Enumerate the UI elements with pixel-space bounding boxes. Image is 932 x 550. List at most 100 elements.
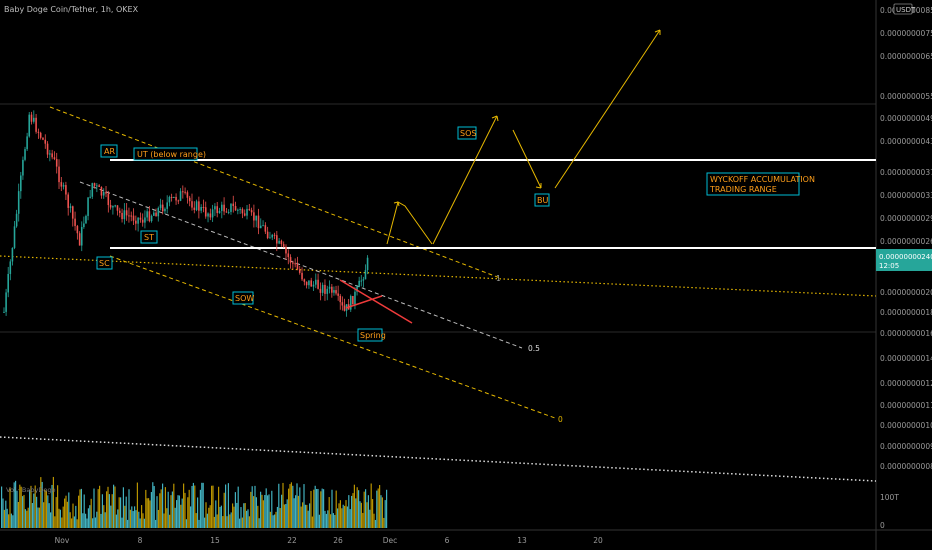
price-tick-label: 0.000000001010 xyxy=(880,421,932,430)
volume-bars xyxy=(1,476,388,528)
candle-body xyxy=(207,213,209,217)
volume-bar xyxy=(166,508,168,528)
candle-body xyxy=(150,215,153,222)
volume-bar xyxy=(68,492,70,528)
time-tick-label: 26 xyxy=(333,536,343,545)
price-tick-label: 0.000000006500 xyxy=(880,52,932,61)
volume-bar xyxy=(241,517,243,528)
volume-bar xyxy=(227,483,229,528)
candle-body xyxy=(44,139,47,144)
volume-bar xyxy=(85,513,87,528)
volume-bar xyxy=(92,518,94,528)
volume-bar xyxy=(349,509,351,528)
candle-body xyxy=(146,211,148,218)
candle-body xyxy=(273,234,276,236)
volume-bar xyxy=(120,497,122,528)
candle-body xyxy=(230,203,232,212)
volume-bar xyxy=(128,489,130,528)
volume-bar xyxy=(138,511,140,528)
volume-bar xyxy=(43,502,45,528)
volume-bar xyxy=(268,494,270,528)
candle-body xyxy=(296,263,299,270)
volume-bar xyxy=(113,484,115,528)
candle-body xyxy=(105,192,107,194)
volume-bar xyxy=(360,502,362,528)
volume-bar xyxy=(204,517,206,528)
volume-bar xyxy=(194,485,196,528)
volume-bar xyxy=(108,494,110,528)
price-tick-label: 0.000000007500 xyxy=(880,29,932,38)
volume-bar xyxy=(285,504,287,528)
volume-label: Vol · BabyDoge xyxy=(6,486,55,494)
volume-bar xyxy=(261,494,263,528)
svg-text:SOW: SOW xyxy=(235,294,254,303)
volume-bar xyxy=(135,510,137,528)
volume-bar xyxy=(206,513,208,528)
candle-body xyxy=(100,186,103,196)
volume-bar xyxy=(370,483,372,528)
volume-bar xyxy=(132,511,134,528)
candle-body xyxy=(248,208,251,211)
volume-bar xyxy=(177,495,179,528)
volume-bar xyxy=(244,503,246,528)
candle-body xyxy=(259,225,262,229)
candle-body xyxy=(123,210,126,220)
volume-bar xyxy=(208,507,210,528)
candle-body xyxy=(195,201,198,211)
annotation-bu: BU xyxy=(534,193,550,207)
candle-body xyxy=(282,244,285,247)
volume-bar xyxy=(310,490,312,528)
volume-bar xyxy=(237,486,239,528)
volume-bar xyxy=(311,516,313,528)
volume-bar xyxy=(300,506,302,528)
volume-bar xyxy=(264,495,266,528)
fib-label-half: 0.5 xyxy=(528,344,540,353)
candle-body xyxy=(271,234,274,238)
volume-bar xyxy=(240,507,242,528)
candle-body xyxy=(20,175,22,192)
volume-bar xyxy=(335,490,337,528)
candle-body xyxy=(218,210,221,214)
volume-bar xyxy=(191,485,193,528)
volume-bar xyxy=(286,499,288,528)
candle-body xyxy=(42,137,44,140)
volume-bar xyxy=(114,486,116,528)
volume-bar xyxy=(324,510,326,528)
candle-body xyxy=(96,185,98,187)
candle-body xyxy=(294,263,296,265)
volume-bar xyxy=(20,486,22,528)
volume-bar xyxy=(118,497,120,528)
annotation-range-title: WYCKOFF ACCUMULATION TRADING RANGE xyxy=(706,172,815,196)
svg-text:12:05: 12:05 xyxy=(879,262,899,270)
candle-body xyxy=(55,159,58,167)
price-tick-label: 0.000000001800 xyxy=(880,308,932,317)
long-term-lower-dotted xyxy=(0,436,877,482)
long-term-support-dotted xyxy=(0,255,877,297)
volume-bar xyxy=(153,486,155,528)
volume-bar xyxy=(267,495,269,528)
candle-body xyxy=(227,211,230,213)
volume-bar xyxy=(164,487,166,528)
chart-title: Baby Doge Coin/Tether, 1h, OKEX xyxy=(4,5,139,14)
candle-body xyxy=(22,159,24,176)
volume-bar xyxy=(58,508,60,528)
volume-bar xyxy=(122,487,124,528)
volume-bar xyxy=(346,506,348,528)
volume-bar xyxy=(279,508,281,528)
volume-bar xyxy=(156,496,158,528)
volume-bar xyxy=(212,485,214,528)
volume-bar xyxy=(362,512,364,528)
volume-bar xyxy=(269,511,271,528)
candle-body xyxy=(39,132,42,138)
volume-bar xyxy=(100,513,102,528)
svg-text:WYCKOFF ACCUMULATION: WYCKOFF ACCUMULATION xyxy=(710,175,815,184)
candle-body xyxy=(49,153,51,155)
volume-bar xyxy=(369,509,371,528)
volume-bar xyxy=(384,500,386,528)
candle-body xyxy=(285,246,287,254)
currency-badge[interactable]: USDT xyxy=(893,3,916,15)
candle-body xyxy=(58,166,60,183)
candle-body xyxy=(153,212,155,216)
candle-body xyxy=(28,114,31,137)
